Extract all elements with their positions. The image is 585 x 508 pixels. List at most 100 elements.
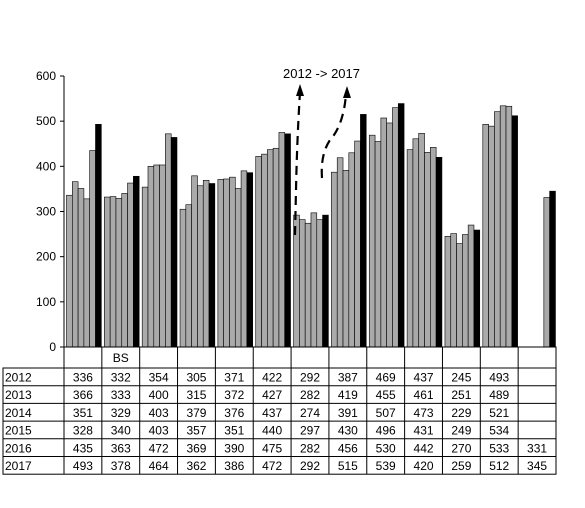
table-row-year: 2012 [5, 371, 32, 385]
bar [397, 103, 405, 348]
table-cell: 274 [300, 406, 320, 420]
bar [165, 133, 172, 348]
table-cell: 533 [489, 441, 509, 455]
bar [240, 170, 248, 348]
bar [234, 188, 242, 348]
bar [456, 243, 463, 348]
bar [109, 196, 117, 348]
table-cell: 229 [451, 406, 471, 420]
table-cell: 292 [300, 371, 320, 385]
table-cell: 371 [224, 371, 244, 385]
bar [246, 172, 253, 348]
table-cell: 435 [73, 441, 93, 455]
bar [179, 208, 187, 348]
table-cell: 351 [73, 406, 93, 420]
table-row-year: 2016 [5, 441, 32, 455]
bar [133, 175, 140, 348]
table-cell: 282 [300, 388, 320, 402]
bar [197, 185, 204, 348]
bar [435, 157, 443, 348]
table-cell: 357 [186, 424, 206, 438]
bar [121, 193, 128, 348]
bar [368, 134, 376, 348]
table-row-year: 2015 [5, 424, 32, 438]
table-cell: 461 [414, 388, 434, 402]
y-tick-label: 300 [36, 205, 56, 219]
table-cell: 464 [149, 459, 169, 473]
bar [127, 182, 134, 348]
table-cell: 369 [186, 441, 206, 455]
table-row-year: 2013 [5, 388, 32, 402]
bar [488, 125, 495, 348]
table-cell: 333 [111, 388, 131, 402]
table-cell: 297 [300, 424, 320, 438]
bar [159, 164, 166, 348]
y-axis: 0 100 200 300 400 500 600 [36, 69, 65, 354]
table-cell: 400 [149, 388, 169, 402]
bar [272, 147, 280, 348]
table-cell: 437 [262, 406, 282, 420]
table-cell: 493 [489, 371, 509, 385]
trend-annotation: 2012 -> 2017 [283, 66, 360, 236]
table-cell: 427 [262, 388, 282, 402]
bar [444, 236, 452, 348]
table-cell: 379 [186, 406, 206, 420]
bar [499, 105, 507, 348]
table-header-row [63, 346, 557, 369]
bar [66, 194, 73, 348]
bar [505, 105, 513, 348]
table-cell: 473 [414, 406, 434, 420]
bar [462, 234, 469, 348]
bar [83, 198, 91, 348]
bar [412, 138, 420, 348]
bar [217, 179, 224, 348]
bar [473, 229, 481, 348]
table-cell: 422 [262, 371, 282, 385]
table-cell: 489 [489, 388, 509, 402]
table-cell: 521 [489, 406, 509, 420]
bar [95, 124, 102, 348]
bar [310, 212, 318, 348]
annotation-text: 2012 -> 2017 [283, 66, 360, 81]
table-cell: 329 [111, 406, 131, 420]
bar [354, 140, 361, 348]
y-tick-label: 100 [36, 295, 56, 309]
bar [331, 171, 338, 348]
table-cell: 496 [376, 424, 396, 438]
y-tick-label: 0 [49, 340, 56, 354]
table-cell: 442 [414, 441, 434, 455]
table-cell: 332 [111, 371, 131, 385]
bar [549, 190, 556, 348]
table-cell: 340 [111, 424, 131, 438]
table-cell: 305 [186, 371, 206, 385]
table-cell: 420 [414, 459, 434, 473]
table-cell: 475 [262, 441, 282, 455]
table-cell: 386 [224, 459, 244, 473]
table-cell: 387 [338, 371, 358, 385]
bar [89, 150, 96, 348]
table-cell: 512 [489, 459, 509, 473]
table-cell: 431 [414, 424, 434, 438]
table-cell: 292 [300, 459, 320, 473]
bar [202, 180, 210, 348]
bar [284, 133, 291, 348]
bar [322, 214, 329, 348]
table-cell: 378 [111, 459, 131, 473]
y-tick-label: 200 [36, 250, 56, 264]
bar [342, 170, 350, 348]
table-cell: 372 [224, 388, 244, 402]
bar [406, 149, 414, 348]
table-cell: 328 [73, 424, 93, 438]
table-cell: 245 [451, 371, 471, 385]
bar [494, 111, 501, 348]
table-cell: 315 [186, 388, 206, 402]
bar [278, 132, 286, 348]
bar [261, 153, 268, 348]
table-cell: 472 [149, 441, 169, 455]
bar [450, 233, 457, 348]
table-cell: 403 [149, 424, 169, 438]
table-cell: 493 [73, 459, 93, 473]
table-cell: 362 [186, 459, 206, 473]
table-cell: 530 [376, 441, 396, 455]
bar [424, 152, 431, 348]
